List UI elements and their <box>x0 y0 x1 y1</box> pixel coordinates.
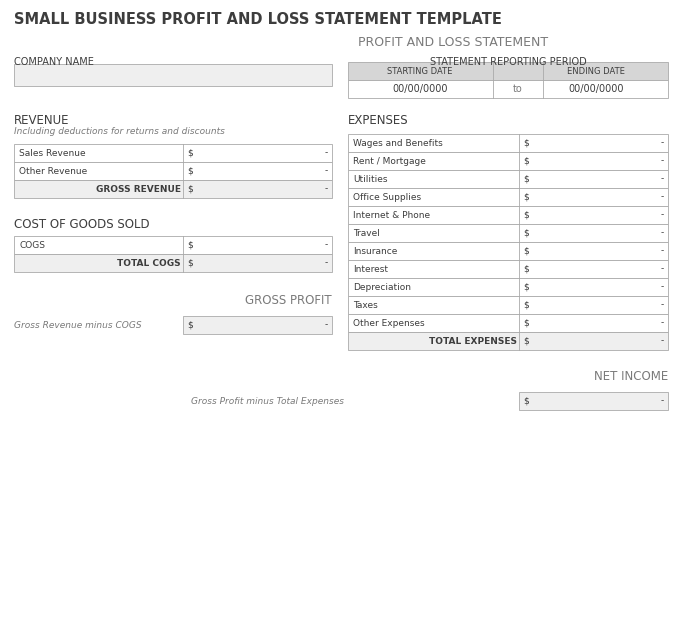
Text: $: $ <box>523 282 529 291</box>
Bar <box>348 242 668 260</box>
Text: $: $ <box>523 139 529 148</box>
Text: Gross Profit minus Total Expenses: Gross Profit minus Total Expenses <box>191 396 344 406</box>
Bar <box>183 316 332 334</box>
Bar <box>348 170 668 188</box>
Text: Interest: Interest <box>353 265 388 273</box>
Text: $: $ <box>523 156 529 165</box>
Text: -: - <box>325 258 328 268</box>
Text: $: $ <box>187 321 193 329</box>
Bar <box>14 64 332 86</box>
Bar <box>14 254 332 272</box>
Text: $: $ <box>187 240 193 249</box>
Text: TOTAL EXPENSES: TOTAL EXPENSES <box>429 336 517 345</box>
Text: -: - <box>661 282 664 291</box>
Text: -: - <box>661 174 664 184</box>
Text: $: $ <box>523 211 529 219</box>
Bar <box>348 80 668 98</box>
Text: to: to <box>513 84 523 94</box>
Text: 00/00/0000: 00/00/0000 <box>392 84 448 94</box>
Text: -: - <box>661 396 664 406</box>
Text: GROSS REVENUE: GROSS REVENUE <box>96 184 181 193</box>
Text: -: - <box>661 265 664 273</box>
Text: $: $ <box>523 300 529 310</box>
Text: -: - <box>661 156 664 165</box>
Bar <box>348 314 668 332</box>
Text: COGS: COGS <box>19 240 45 249</box>
Text: Travel: Travel <box>353 228 380 237</box>
Bar <box>348 224 668 242</box>
Text: Other Revenue: Other Revenue <box>19 167 87 176</box>
Text: Wages and Benefits: Wages and Benefits <box>353 139 443 148</box>
Bar <box>348 296 668 314</box>
Text: -: - <box>325 167 328 176</box>
Text: -: - <box>661 211 664 219</box>
Text: Insurance: Insurance <box>353 247 398 256</box>
Text: $: $ <box>187 258 193 268</box>
Text: SMALL BUSINESS PROFIT AND LOSS STATEMENT TEMPLATE: SMALL BUSINESS PROFIT AND LOSS STATEMENT… <box>14 13 502 27</box>
Text: STATEMENT REPORTING PERIOD: STATEMENT REPORTING PERIOD <box>429 57 587 67</box>
Text: 00/00/0000: 00/00/0000 <box>568 84 624 94</box>
Text: REVENUE: REVENUE <box>14 113 70 127</box>
Text: $: $ <box>523 336 529 345</box>
Bar <box>348 278 668 296</box>
Text: -: - <box>661 300 664 310</box>
Bar <box>348 152 668 170</box>
Text: Office Supplies: Office Supplies <box>353 193 421 202</box>
Text: Sales Revenue: Sales Revenue <box>19 148 86 158</box>
Bar <box>348 134 668 152</box>
Bar <box>348 206 668 224</box>
Text: -: - <box>325 184 328 193</box>
Text: Including deductions for returns and discounts: Including deductions for returns and dis… <box>14 127 225 135</box>
Text: Utilities: Utilities <box>353 174 387 184</box>
Text: -: - <box>325 148 328 158</box>
Bar <box>14 162 332 180</box>
Bar <box>348 62 668 80</box>
Text: $: $ <box>523 247 529 256</box>
Text: -: - <box>661 228 664 237</box>
Text: $: $ <box>187 167 193 176</box>
Text: -: - <box>661 247 664 256</box>
Bar <box>348 332 668 350</box>
Text: -: - <box>325 240 328 249</box>
Text: $: $ <box>523 174 529 184</box>
Text: -: - <box>325 321 328 329</box>
Bar <box>348 188 668 206</box>
Text: $: $ <box>523 319 529 328</box>
Text: $: $ <box>523 396 529 406</box>
Bar <box>519 392 668 410</box>
Text: COST OF GOODS SOLD: COST OF GOODS SOLD <box>14 218 150 230</box>
Text: $: $ <box>523 193 529 202</box>
Text: ENDING DATE: ENDING DATE <box>567 67 625 76</box>
Text: Depreciation: Depreciation <box>353 282 411 291</box>
Text: NET INCOME: NET INCOME <box>594 370 668 382</box>
Text: -: - <box>661 193 664 202</box>
Text: Internet & Phone: Internet & Phone <box>353 211 430 219</box>
Text: Taxes: Taxes <box>353 300 378 310</box>
Text: $: $ <box>187 184 193 193</box>
Text: STARTING DATE: STARTING DATE <box>387 67 453 76</box>
Bar <box>14 144 332 162</box>
Text: Gross Revenue minus COGS: Gross Revenue minus COGS <box>14 321 142 329</box>
Bar <box>14 236 332 254</box>
Text: PROFIT AND LOSS STATEMENT: PROFIT AND LOSS STATEMENT <box>358 36 548 48</box>
Text: EXPENSES: EXPENSES <box>348 113 408 127</box>
Text: $: $ <box>187 148 193 158</box>
Bar <box>14 180 332 198</box>
Text: -: - <box>661 336 664 345</box>
Text: Rent / Mortgage: Rent / Mortgage <box>353 156 426 165</box>
Text: Other Expenses: Other Expenses <box>353 319 425 328</box>
Text: COMPANY NAME: COMPANY NAME <box>14 57 94 67</box>
Text: GROSS PROFIT: GROSS PROFIT <box>246 293 332 307</box>
Text: $: $ <box>523 228 529 237</box>
Text: TOTAL COGS: TOTAL COGS <box>117 258 181 268</box>
Text: -: - <box>661 319 664 328</box>
Text: -: - <box>661 139 664 148</box>
Bar <box>348 260 668 278</box>
Text: $: $ <box>523 265 529 273</box>
